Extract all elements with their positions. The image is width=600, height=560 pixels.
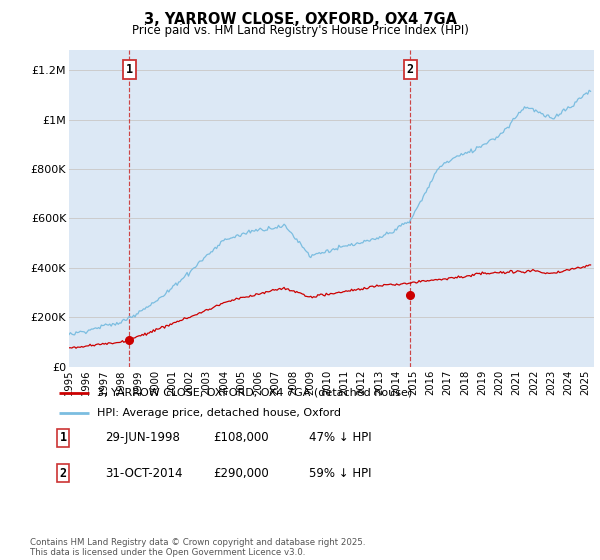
Text: 2: 2 xyxy=(59,466,67,480)
Text: 31-OCT-2014: 31-OCT-2014 xyxy=(105,466,182,480)
Text: 2: 2 xyxy=(407,63,414,76)
Text: HPI: Average price, detached house, Oxford: HPI: Average price, detached house, Oxfo… xyxy=(97,408,341,418)
Text: £108,000: £108,000 xyxy=(213,431,269,445)
Text: 59% ↓ HPI: 59% ↓ HPI xyxy=(309,466,371,480)
Text: 3, YARROW CLOSE, OXFORD, OX4 7GA (detached house): 3, YARROW CLOSE, OXFORD, OX4 7GA (detach… xyxy=(97,388,412,398)
Text: £290,000: £290,000 xyxy=(213,466,269,480)
Text: 29-JUN-1998: 29-JUN-1998 xyxy=(105,431,180,445)
Text: 1: 1 xyxy=(125,63,133,76)
Text: Price paid vs. HM Land Registry's House Price Index (HPI): Price paid vs. HM Land Registry's House … xyxy=(131,24,469,36)
Text: 1: 1 xyxy=(59,431,67,445)
Text: 47% ↓ HPI: 47% ↓ HPI xyxy=(309,431,371,445)
Text: Contains HM Land Registry data © Crown copyright and database right 2025.
This d: Contains HM Land Registry data © Crown c… xyxy=(30,538,365,557)
Text: 3, YARROW CLOSE, OXFORD, OX4 7GA: 3, YARROW CLOSE, OXFORD, OX4 7GA xyxy=(143,12,457,27)
